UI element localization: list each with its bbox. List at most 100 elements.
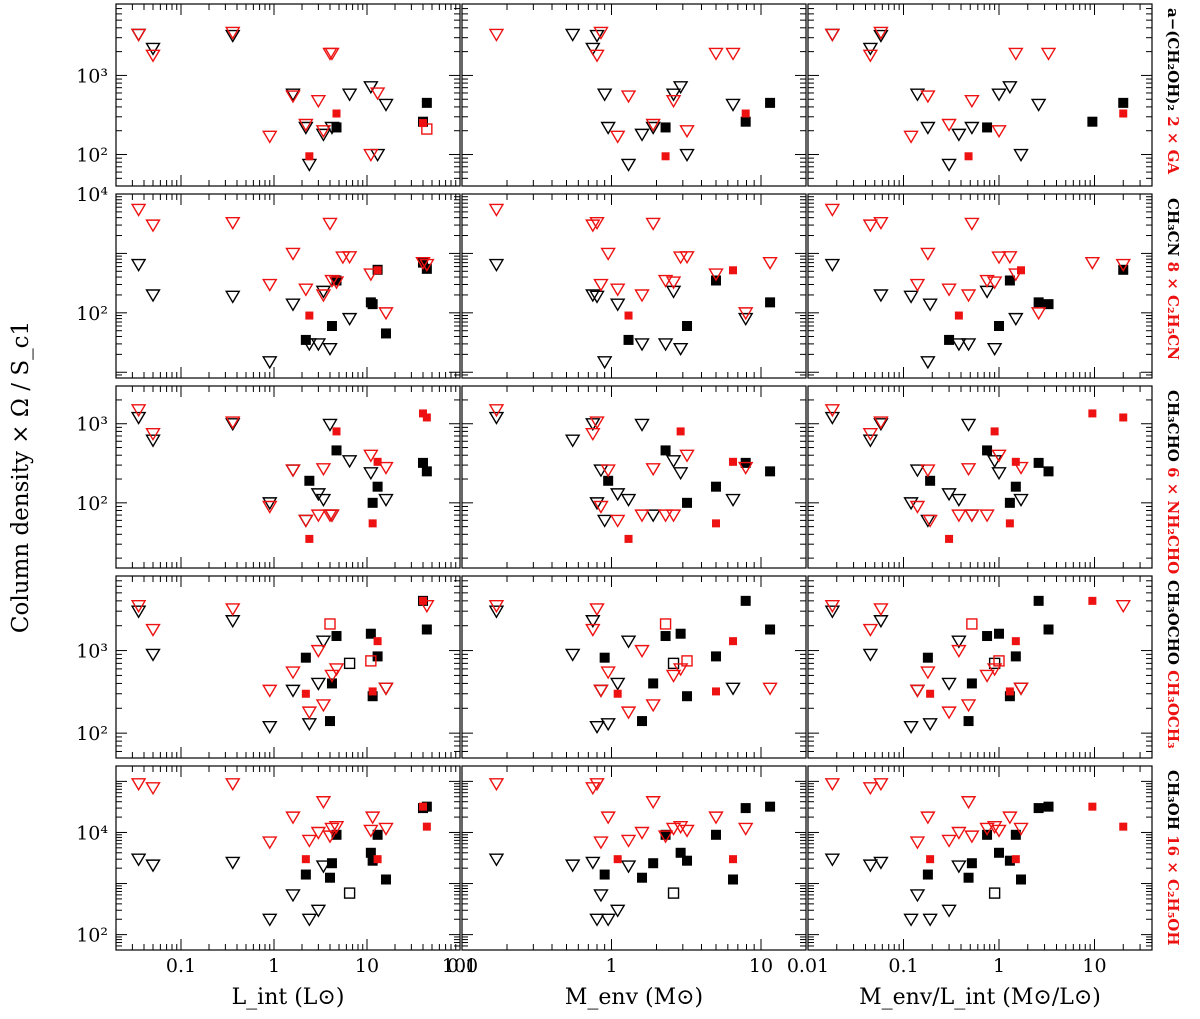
detection-marker	[1004, 497, 1015, 508]
detection-marker	[710, 481, 721, 492]
upper-limit-marker	[328, 663, 345, 677]
detection-marker	[1088, 409, 1097, 418]
upper-limit-marker	[665, 88, 682, 102]
upper-limit-marker	[589, 778, 605, 792]
upper-limit-marker	[862, 42, 879, 56]
upper-limit-marker	[315, 635, 332, 649]
detection-marker	[422, 413, 431, 422]
upper-limit-marker	[960, 418, 977, 432]
upper-limit-marker	[364, 811, 381, 825]
upper-limit-marker	[310, 338, 327, 352]
upper-limit-marker	[862, 49, 879, 63]
detection-marker	[1017, 266, 1026, 275]
upper-limit-marker	[964, 217, 980, 231]
upper-limit-marker	[645, 509, 661, 523]
upper-limit-marker	[824, 778, 841, 792]
upper-limit-marker	[873, 778, 889, 792]
detection-marker	[648, 858, 659, 869]
upper-limit-marker	[262, 720, 278, 735]
upper-limit-marker	[960, 338, 977, 352]
row-label: CH₃CN 8 × C₂H₅CN	[1164, 198, 1182, 360]
upper-limit-marker	[862, 427, 879, 442]
detection-marker	[648, 678, 659, 689]
upper-limit-marker	[1115, 258, 1131, 272]
upper-limit-marker	[986, 342, 1003, 357]
detection-marker	[660, 829, 671, 840]
upper-limit-marker	[941, 158, 957, 172]
upper-limit-marker	[634, 509, 650, 523]
upper-limit-marker	[593, 684, 609, 698]
detection-marker	[954, 311, 963, 320]
upper-limit-marker	[130, 605, 147, 619]
upper-limit-marker	[298, 514, 314, 528]
x-tick-label: 10	[355, 955, 379, 977]
upper-limit-marker	[922, 514, 938, 528]
detection-marker	[945, 534, 954, 543]
panel-r2-c3	[807, 193, 1153, 379]
upper-limit-marker	[488, 605, 505, 619]
upper-limit-marker	[589, 49, 605, 63]
upper-limit-marker	[419, 258, 435, 272]
detection-marker	[1010, 651, 1021, 662]
detection-marker	[300, 652, 311, 663]
upper-limit-marker	[903, 720, 919, 735]
tentative-marker	[667, 887, 680, 899]
detection-marker	[676, 427, 685, 436]
upper-limit-marker	[951, 493, 967, 507]
detection-marker	[728, 874, 739, 885]
upper-limit-marker	[488, 599, 505, 614]
upper-limit-marker	[634, 338, 650, 352]
upper-limit-marker	[964, 121, 980, 135]
detection-marker	[682, 855, 693, 866]
upper-limit-marker	[378, 682, 394, 696]
panel-r4-c2	[461, 575, 807, 759]
upper-limit-marker	[145, 623, 161, 637]
panel-r3-c2	[461, 385, 807, 569]
panel-frame	[461, 3, 807, 187]
detection-marker	[305, 534, 314, 543]
upper-limit-marker	[378, 682, 394, 696]
detection-marker	[660, 122, 671, 133]
upper-limit-marker	[824, 28, 841, 42]
upper-limit-marker	[920, 247, 936, 261]
detection-marker	[326, 858, 337, 869]
upper-limit-marker	[130, 258, 147, 272]
detection-marker	[367, 497, 378, 508]
panel-r5-c3: 0.01 0.1 1 10	[787, 765, 1153, 977]
upper-limit-marker	[324, 274, 340, 288]
upper-limit-marker	[585, 856, 601, 870]
upper-limit-marker	[225, 290, 241, 304]
detection-marker	[982, 122, 993, 133]
upper-limit-marker	[593, 26, 609, 40]
upper-limit-marker	[645, 217, 661, 231]
upper-limit-marker	[225, 778, 241, 792]
upper-limit-marker	[310, 904, 327, 918]
upper-limit-marker	[909, 889, 926, 903]
upper-limit-marker	[585, 615, 601, 629]
y-tick-label: 10⁴	[76, 184, 108, 206]
panel-r3-c3	[807, 385, 1153, 569]
detection-marker	[1119, 413, 1128, 422]
y-axis-title: Column density × Ω / S_c1	[8, 321, 34, 633]
upper-limit-marker	[951, 338, 967, 352]
panel-r1-c2	[461, 3, 807, 187]
upper-limit-marker	[488, 411, 505, 425]
upper-limit-marker	[609, 298, 626, 312]
upper-limit-marker	[341, 312, 358, 327]
panel-frame	[115, 765, 461, 951]
upper-limit-marker	[262, 684, 278, 698]
upper-limit-marker	[301, 834, 318, 848]
x-tick-label: 0.01	[787, 955, 829, 977]
upper-limit-marker	[285, 464, 301, 478]
upper-limit-marker	[310, 509, 327, 523]
detection-marker	[367, 691, 378, 702]
detection-marker	[1011, 637, 1020, 646]
upper-limit-marker	[665, 822, 682, 836]
upper-limit-marker	[920, 464, 936, 478]
upper-limit-marker	[130, 404, 147, 418]
detection-marker	[966, 678, 977, 689]
upper-limit-marker	[225, 29, 241, 43]
upper-limit-marker	[824, 404, 841, 418]
y-tick-label: 10²	[76, 493, 108, 515]
